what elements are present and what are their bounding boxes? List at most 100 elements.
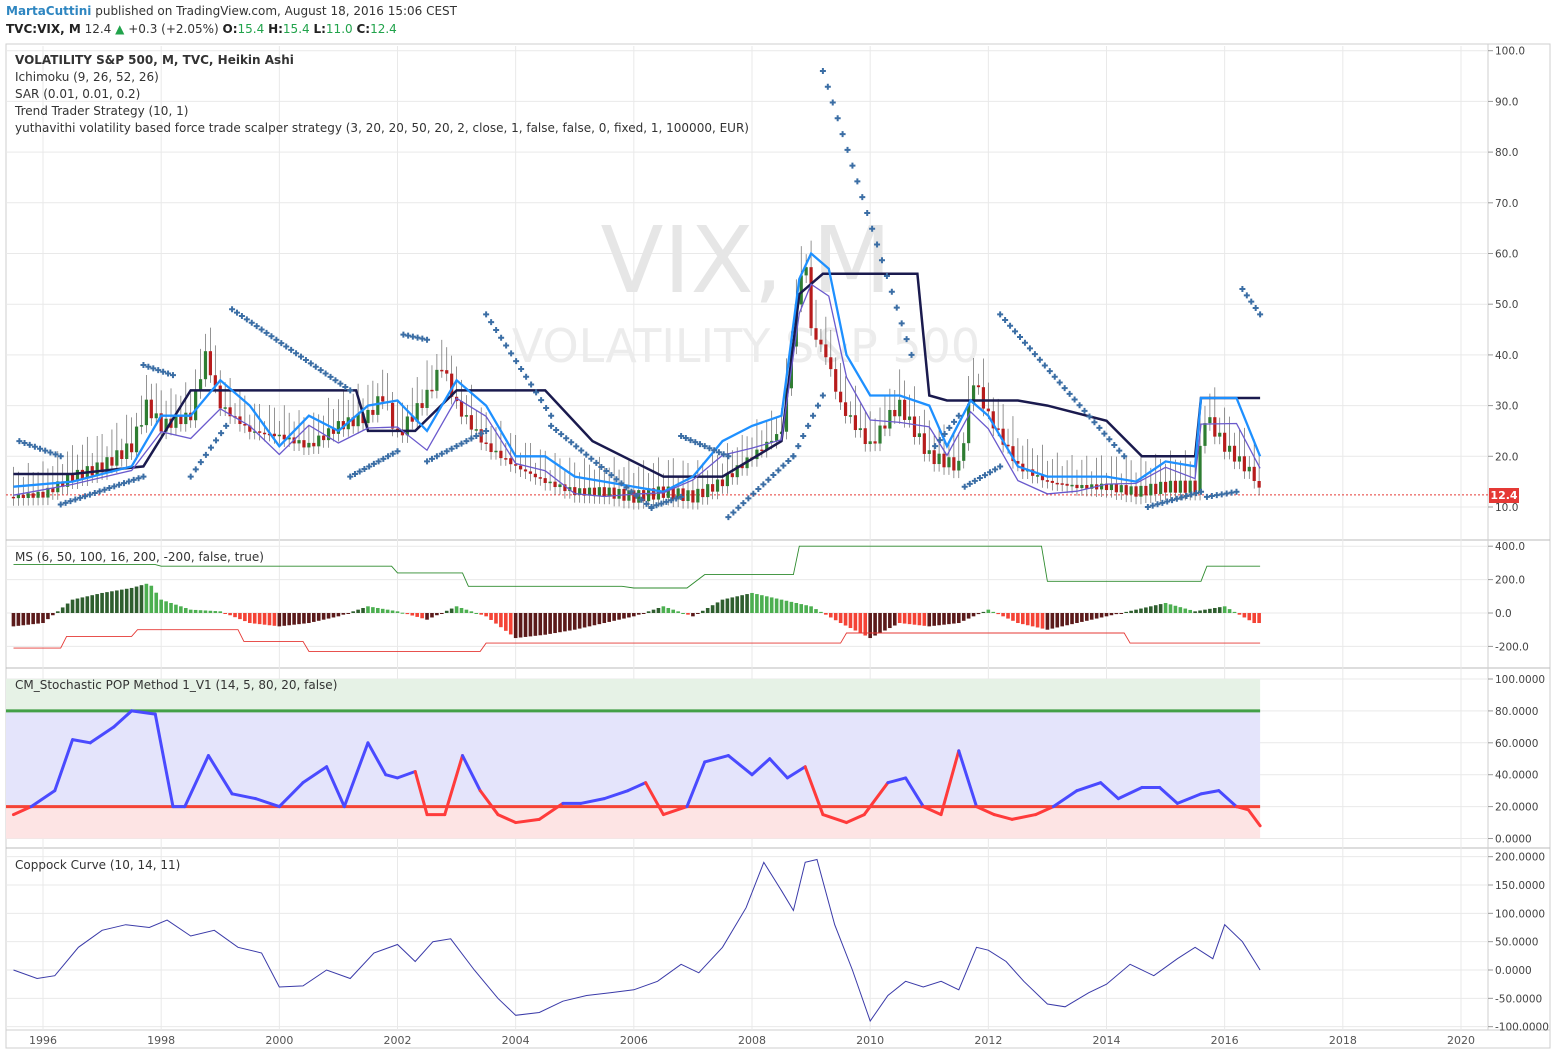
sar-point <box>658 500 665 507</box>
legend-scalper[interactable]: yuthavithi volatility based force trade … <box>15 121 749 135</box>
candle-body <box>942 453 946 468</box>
candle-body <box>814 328 818 340</box>
ms-bar <box>508 613 513 635</box>
ms-bar <box>179 606 183 613</box>
sar-point <box>725 453 732 460</box>
sar-point <box>1086 413 1093 420</box>
candle-body <box>1070 484 1074 487</box>
candle-body <box>1149 483 1153 496</box>
ms-bar <box>824 613 828 615</box>
ms-bar <box>85 596 90 613</box>
candle-body <box>1168 480 1173 493</box>
stochastic-segment <box>1034 805 1055 817</box>
sar-point <box>463 438 470 445</box>
candle-body <box>70 474 75 482</box>
time-axis-label: 1996 <box>29 1034 57 1047</box>
ms-bar <box>144 583 149 613</box>
sar-point <box>1252 305 1259 312</box>
candle-body <box>602 487 606 497</box>
sar-point <box>1243 292 1250 299</box>
candle-body <box>907 416 912 420</box>
sar-point <box>21 439 28 446</box>
last-price-tag: 12.4 <box>1489 488 1519 503</box>
candle-body <box>676 488 680 500</box>
candle-body <box>376 396 380 415</box>
sar-point <box>192 466 199 473</box>
stochastic-segment <box>88 725 116 745</box>
sar-point <box>223 422 230 429</box>
candle-body <box>1183 480 1187 493</box>
sar-point <box>468 435 475 442</box>
ms-bar <box>661 606 666 613</box>
stochastic-segment <box>644 781 665 817</box>
ms-bar <box>410 613 415 616</box>
ms-bar <box>602 613 607 624</box>
ms-bar <box>302 613 306 624</box>
ms-bar <box>558 613 562 633</box>
ms-bar <box>1065 613 1069 626</box>
ms-bar <box>917 613 922 626</box>
price-axis-label: 400.0 <box>1495 541 1525 553</box>
candle-body <box>809 267 813 329</box>
time-axis-label: 1998 <box>147 1034 175 1047</box>
legend-coppock[interactable]: Coppock Curve (10, 14, 11) <box>15 858 180 872</box>
candle-body <box>740 465 744 469</box>
ms-bar <box>124 588 129 613</box>
sar-point <box>1164 498 1171 505</box>
ms-bar <box>70 599 75 613</box>
ms-bar <box>366 606 370 613</box>
sar-point <box>428 455 435 462</box>
sar-point <box>898 320 905 327</box>
candle-body <box>371 409 375 415</box>
sar-point <box>528 381 535 388</box>
legend-trend-trader[interactable]: Trend Trader Strategy (10, 1) <box>14 104 188 118</box>
symbol-label[interactable]: TVC:VIX, M <box>6 22 81 36</box>
ms-bar <box>518 613 523 638</box>
ms-bar <box>843 613 848 626</box>
ms-bar <box>538 613 543 636</box>
candle-body <box>474 429 478 431</box>
stochastic-segment <box>821 813 849 825</box>
price-axis-label: -100.0000 <box>1495 1022 1549 1034</box>
candle-body <box>533 473 537 478</box>
ms-bar <box>572 613 577 630</box>
candle-body <box>174 415 178 428</box>
ms-bar <box>385 609 390 613</box>
candle-body <box>61 481 65 487</box>
legend-symbol[interactable]: VOLATILITY S&P 500, M, TVC, Heikin Ashi <box>15 53 294 67</box>
candle-body <box>1173 480 1178 493</box>
ms-bar <box>380 608 385 613</box>
candle-body <box>395 428 400 431</box>
sar-point <box>453 443 460 450</box>
ms-bar <box>1173 605 1178 613</box>
sar-point <box>883 273 890 280</box>
sar-point <box>955 412 962 419</box>
ms-bar <box>523 613 528 637</box>
open-value: 15.4 <box>237 22 265 36</box>
sar-point <box>730 509 737 516</box>
ms-bar <box>774 598 779 613</box>
ms-bar <box>46 613 50 620</box>
author-link[interactable]: MartaCuttini <box>6 4 92 18</box>
legend-sar[interactable]: SAR (0.01, 0.01, 0.2) <box>15 87 140 101</box>
sar-point <box>356 468 363 475</box>
candle-body <box>258 431 262 433</box>
ms-bar <box>262 613 267 625</box>
ms-bar <box>371 607 375 613</box>
sar-point <box>1106 436 1113 443</box>
legend-stochastic[interactable]: CM_Stochastic POP Method 1_V1 (14, 5, 80… <box>15 678 337 692</box>
price-axis-label: 150.0000 <box>1495 880 1545 892</box>
ms-bar <box>720 599 725 613</box>
legend-ichimoku[interactable]: Ichimoku (9, 26, 52, 26) <box>15 70 159 84</box>
ms-bar <box>715 602 720 613</box>
time-axis-label: 2002 <box>384 1034 412 1047</box>
candle-body <box>317 435 321 447</box>
legend-ms[interactable]: MS (6, 50, 100, 16, 200, -200, false, tr… <box>15 550 264 564</box>
candle-body <box>548 481 552 484</box>
stochastic-segment <box>921 805 943 817</box>
ms-bar <box>1045 613 1050 630</box>
candle-body <box>696 488 700 503</box>
price-axis-label: 50.0 <box>1495 299 1518 311</box>
sar-point <box>760 481 767 488</box>
